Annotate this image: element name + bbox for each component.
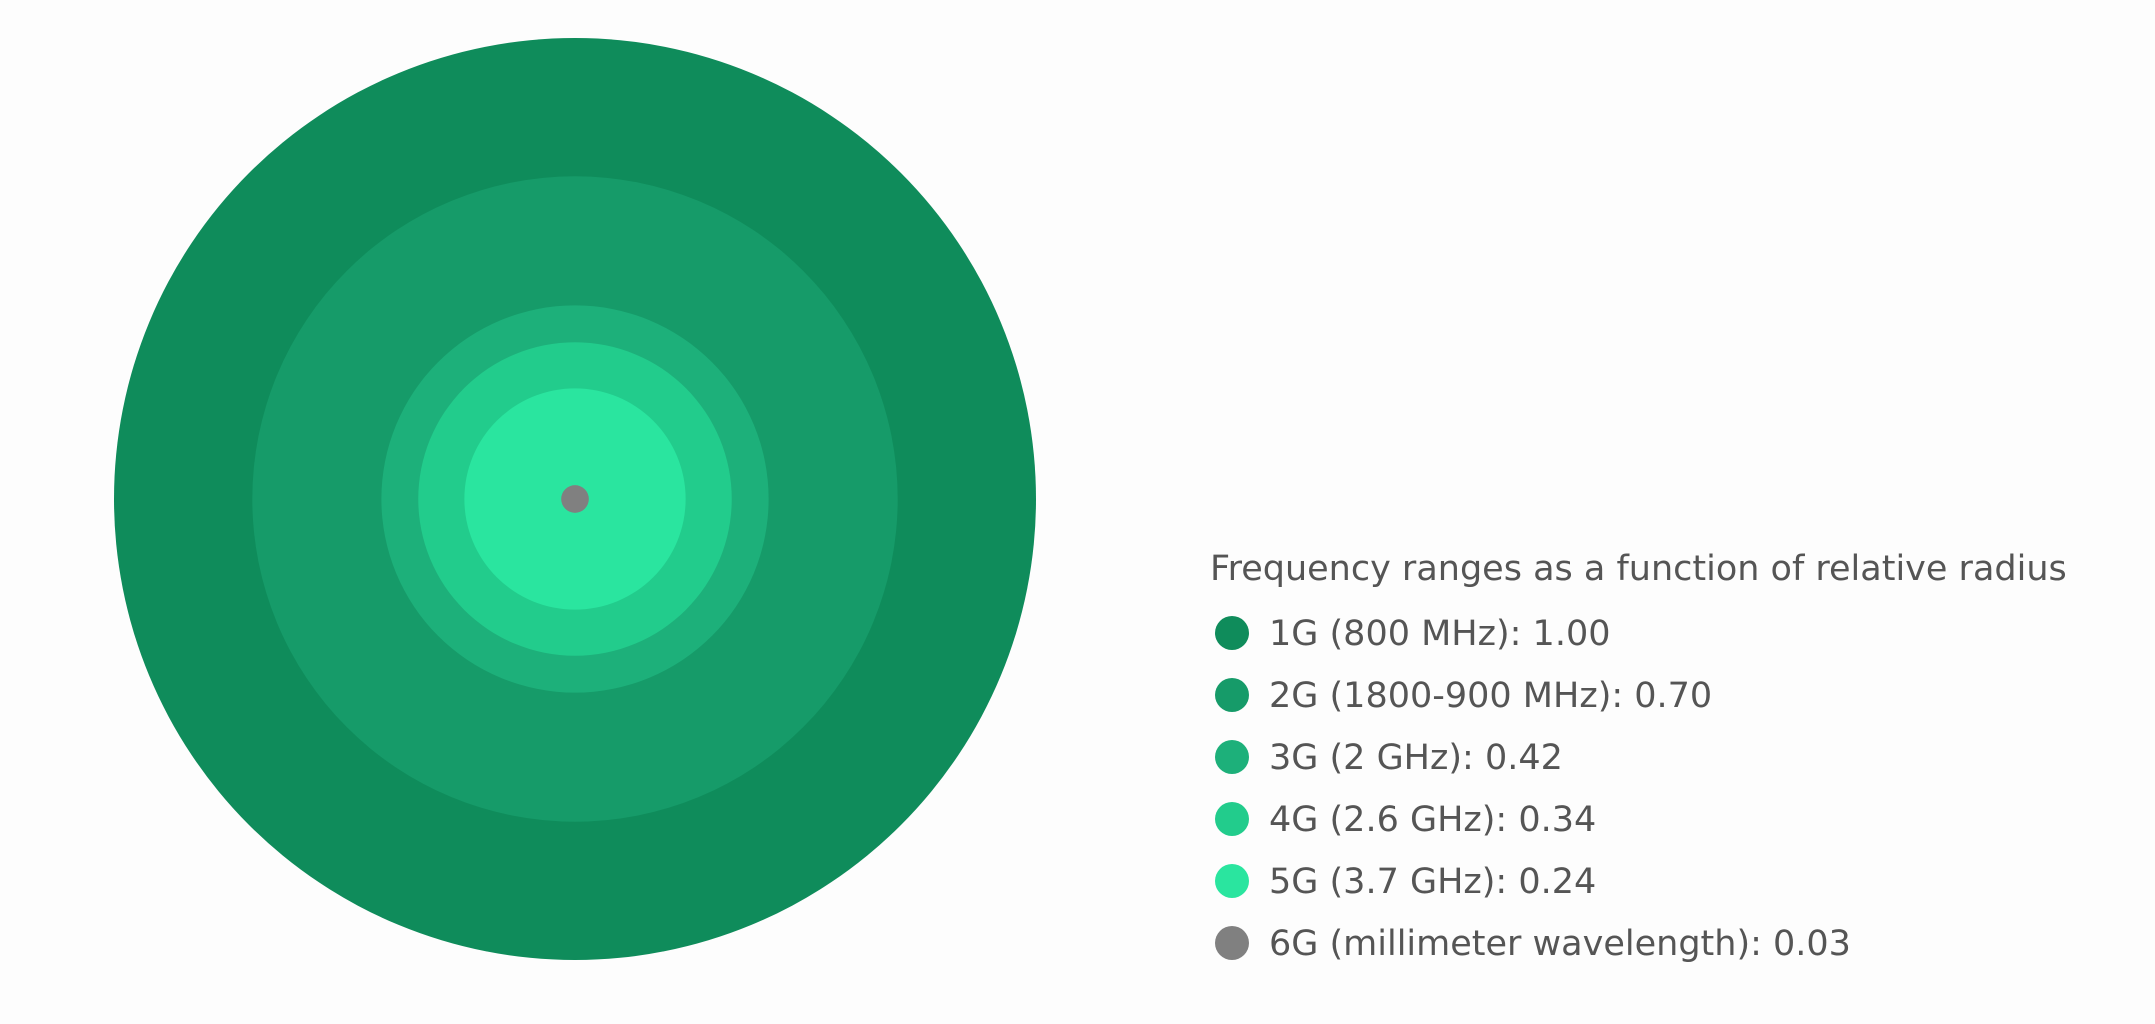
legend-item: 2G (1800-900 MHz): 0.70 — [1215, 676, 1712, 716]
legend-label: 2G (1800-900 MHz): 0.70 — [1269, 676, 1712, 716]
legend-item: 6G (millimeter wavelength): 0.03 — [1215, 924, 1851, 964]
legend-label: 1G (800 MHz): 1.00 — [1269, 614, 1611, 654]
legend-item: 3G (2 GHz): 0.42 — [1215, 738, 1563, 778]
legend-marker — [1215, 926, 1249, 960]
legend-items: 1G (800 MHz): 1.00 2G (1800-900 MHz): 0.7… — [1215, 614, 1851, 964]
legend-item: 5G (3.7 GHz): 0.24 — [1215, 862, 1596, 902]
legend-marker — [1215, 678, 1249, 712]
legend: Frequency ranges as a function of relati… — [1210, 549, 2067, 964]
legend-item: 1G (800 MHz): 1.00 — [1215, 614, 1611, 654]
legend-title: Frequency ranges as a function of relati… — [1210, 549, 2067, 589]
circle-6 — [561, 485, 589, 513]
legend-label: 3G (2 GHz): 0.42 — [1269, 738, 1563, 778]
legend-marker — [1215, 740, 1249, 774]
legend-marker — [1215, 864, 1249, 898]
legend-marker — [1215, 802, 1249, 836]
legend-label: 4G (2.6 GHz): 0.34 — [1269, 800, 1596, 840]
circle-group — [114, 38, 1036, 960]
legend-marker — [1215, 616, 1249, 650]
legend-label: 5G (3.7 GHz): 0.24 — [1269, 862, 1596, 902]
legend-item: 4G (2.6 GHz): 0.34 — [1215, 800, 1596, 840]
legend-label: 6G (millimeter wavelength): 0.03 — [1269, 924, 1851, 964]
